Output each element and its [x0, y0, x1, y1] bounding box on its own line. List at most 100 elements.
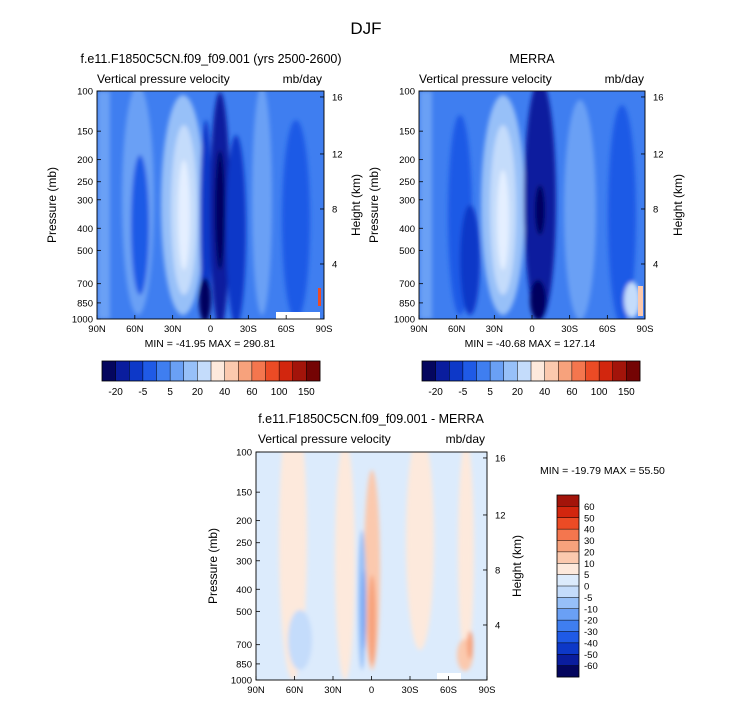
colorbar-swatch [503, 361, 518, 381]
y-tick-label: 400 [399, 224, 415, 235]
x-tick-label: 0 [208, 324, 213, 335]
y-tick-label: 150 [77, 127, 93, 138]
y-tick-label: 500 [399, 246, 415, 257]
x-tick-label: 60S [440, 685, 457, 696]
x-tick-label: 90N [410, 324, 428, 335]
x-tick-label: 90S [479, 685, 496, 696]
y-tick-label: 300 [77, 195, 93, 206]
y-tick-label: 700 [77, 279, 93, 290]
y-tick-label: 100 [77, 87, 93, 98]
colorbar-swatch [557, 563, 579, 575]
colorbar-swatch [557, 517, 579, 530]
colorbar-swatch [544, 361, 559, 381]
colorbar-swatch [142, 361, 157, 381]
y-tick-label: 250 [399, 177, 415, 188]
x-tick-label: 0 [529, 324, 534, 335]
colorbar-swatch [115, 361, 130, 381]
colorbar-swatch [435, 361, 450, 381]
y-tick-label: 500 [236, 607, 252, 618]
y-tick-label: 850 [399, 298, 415, 309]
x-tick-label: 30N [324, 685, 342, 696]
panel-stats: MIN = -41.95 MAX = 290.81 [145, 338, 276, 350]
colorbar-label: 40 [539, 387, 551, 398]
y-tick-label: 200 [399, 155, 415, 166]
colorbar-swatch [571, 361, 586, 381]
colorbar-swatch [557, 529, 579, 541]
x-tick-label: 90N [88, 324, 106, 335]
colorbar-label: 60 [566, 387, 578, 398]
y-right-tick-label: 12 [495, 510, 506, 521]
colorbar-swatch [306, 361, 321, 381]
colorbar-label: -40 [584, 638, 598, 649]
colorbar-label: 5 [167, 387, 173, 398]
y-tick-label: 1000 [394, 315, 415, 326]
colorbar-label: 0 [584, 582, 589, 593]
y-tick-label: 700 [236, 640, 252, 651]
y-tick-label: 850 [236, 659, 252, 670]
colorbar-swatch [557, 586, 579, 598]
colorbar-swatch [626, 361, 641, 381]
y-tick-label: 200 [77, 155, 93, 166]
x-tick-label: 60S [278, 324, 295, 335]
y-right-tick-label: 4 [495, 620, 500, 631]
y-right-tick-label: 4 [653, 259, 658, 270]
y-axis-label-right: Height (km) [349, 174, 363, 236]
y-right-tick-label: 16 [495, 453, 506, 464]
colorbar-swatch [211, 361, 225, 381]
y-right-tick-label: 12 [332, 149, 343, 160]
colorbar-swatch [517, 361, 532, 381]
y-tick-label: 700 [399, 279, 415, 290]
x-tick-label: 60S [599, 324, 616, 335]
colorbar-swatch [292, 361, 307, 381]
colorbar-swatch [612, 361, 627, 381]
axis-ticks: 90N 60N 30N 0 30S 60S 90S100150200250300400500… [72, 87, 664, 697]
colorbar-label: 40 [219, 387, 231, 398]
y-tick-label: 100 [399, 87, 415, 98]
colorbar-swatch [531, 361, 545, 381]
colorbar-swatch [585, 361, 600, 381]
y-tick-label: 150 [399, 127, 415, 138]
colorbar-swatch [476, 361, 491, 381]
colorbar-label: -5 [584, 593, 592, 604]
colorbar-swatch [557, 620, 579, 632]
colorbar-swatch [224, 361, 239, 381]
colorbar-swatch [558, 361, 573, 381]
colorbar-label: 100 [271, 387, 288, 398]
y-right-tick-label: 12 [653, 149, 664, 160]
colorbar-label: -5 [458, 387, 467, 398]
panel-difference: f.e11.F1850C5CN.f09_f09.001 - MERRA Vert… [206, 412, 665, 681]
colorbar-label: 20 [192, 387, 204, 398]
colorbar-swatch [557, 665, 579, 678]
panel-stats: MIN = -40.68 MAX = 127.14 [465, 338, 596, 350]
colorbar-swatch [156, 361, 171, 381]
colorbar-swatch [599, 361, 614, 381]
colorbar-label: -60 [584, 661, 598, 672]
colorbar-swatch [462, 361, 477, 381]
colorbar-swatch [129, 361, 144, 381]
y-tick-label: 100 [236, 448, 252, 459]
y-tick-label: 400 [77, 224, 93, 235]
colorbar-label: 150 [618, 387, 635, 398]
y-tick-label: 1000 [231, 676, 252, 687]
panel-subtitle-left: Vertical pressure velocity [258, 432, 391, 446]
colorbar-label: -20 [428, 387, 443, 398]
colorbar-label: -50 [584, 650, 598, 661]
panel-subtitle-right: mb/day [605, 72, 644, 86]
colorbar-swatch [251, 361, 266, 381]
figure-title: DJF [350, 19, 381, 38]
y-tick-label: 850 [77, 298, 93, 309]
colorbar-swatch [557, 540, 579, 553]
contour-field [97, 91, 324, 319]
y-right-tick-label: 8 [495, 565, 500, 576]
y-right-tick-label: 8 [653, 204, 658, 215]
panel-title: MERRA [509, 52, 555, 66]
y-tick-label: 1000 [72, 315, 93, 326]
x-tick-label: 60N [448, 324, 466, 335]
colorbar-swatch [557, 495, 579, 507]
panel-merra: MERRA Vertical pressure velocity mb/day [367, 52, 685, 350]
x-tick-label: 90S [637, 324, 654, 335]
y-tick-label: 150 [236, 488, 252, 499]
colorbar-swatch [102, 361, 116, 381]
y-right-tick-label: 4 [332, 259, 337, 270]
